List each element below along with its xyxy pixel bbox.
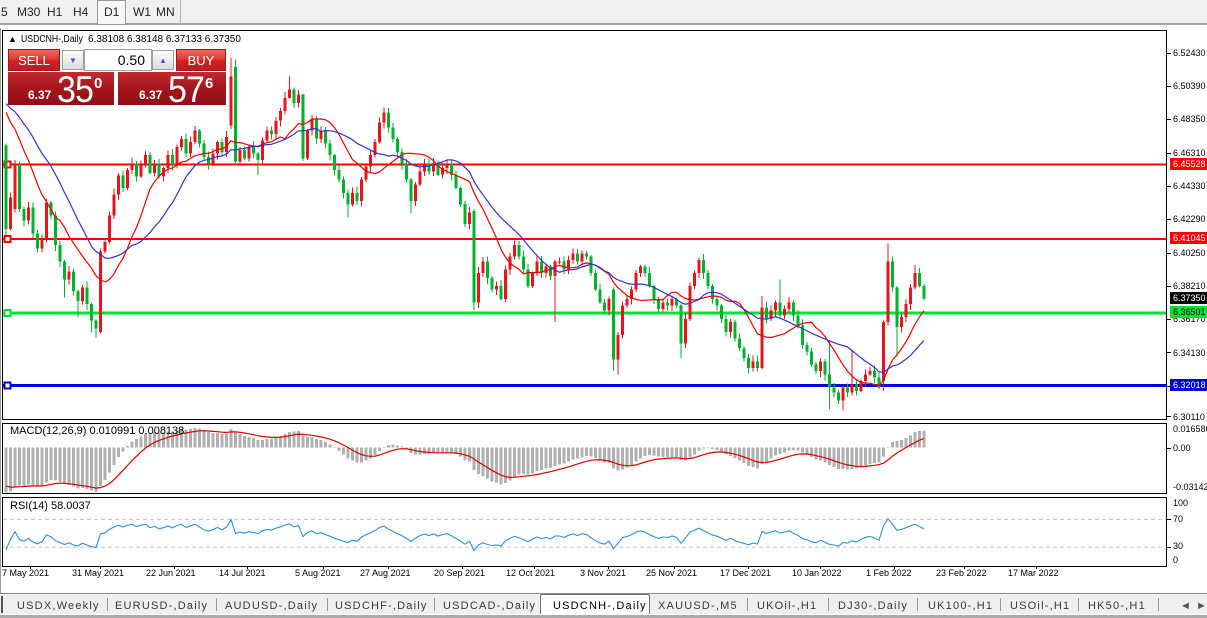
svg-text:RSI(14) 58.0037: RSI(14) 58.0037 [10,500,91,512]
svg-text:MACD(12,26,9) 0.010991 0.00813: MACD(12,26,9) 0.010991 0.008138 [10,425,184,437]
